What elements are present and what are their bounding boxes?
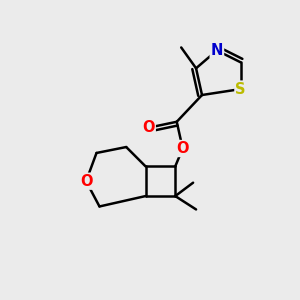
Text: N: N [211,43,223,58]
Text: O: O [142,120,155,135]
Text: O: O [80,174,92,189]
Text: S: S [236,82,246,97]
Text: O: O [176,141,189,156]
